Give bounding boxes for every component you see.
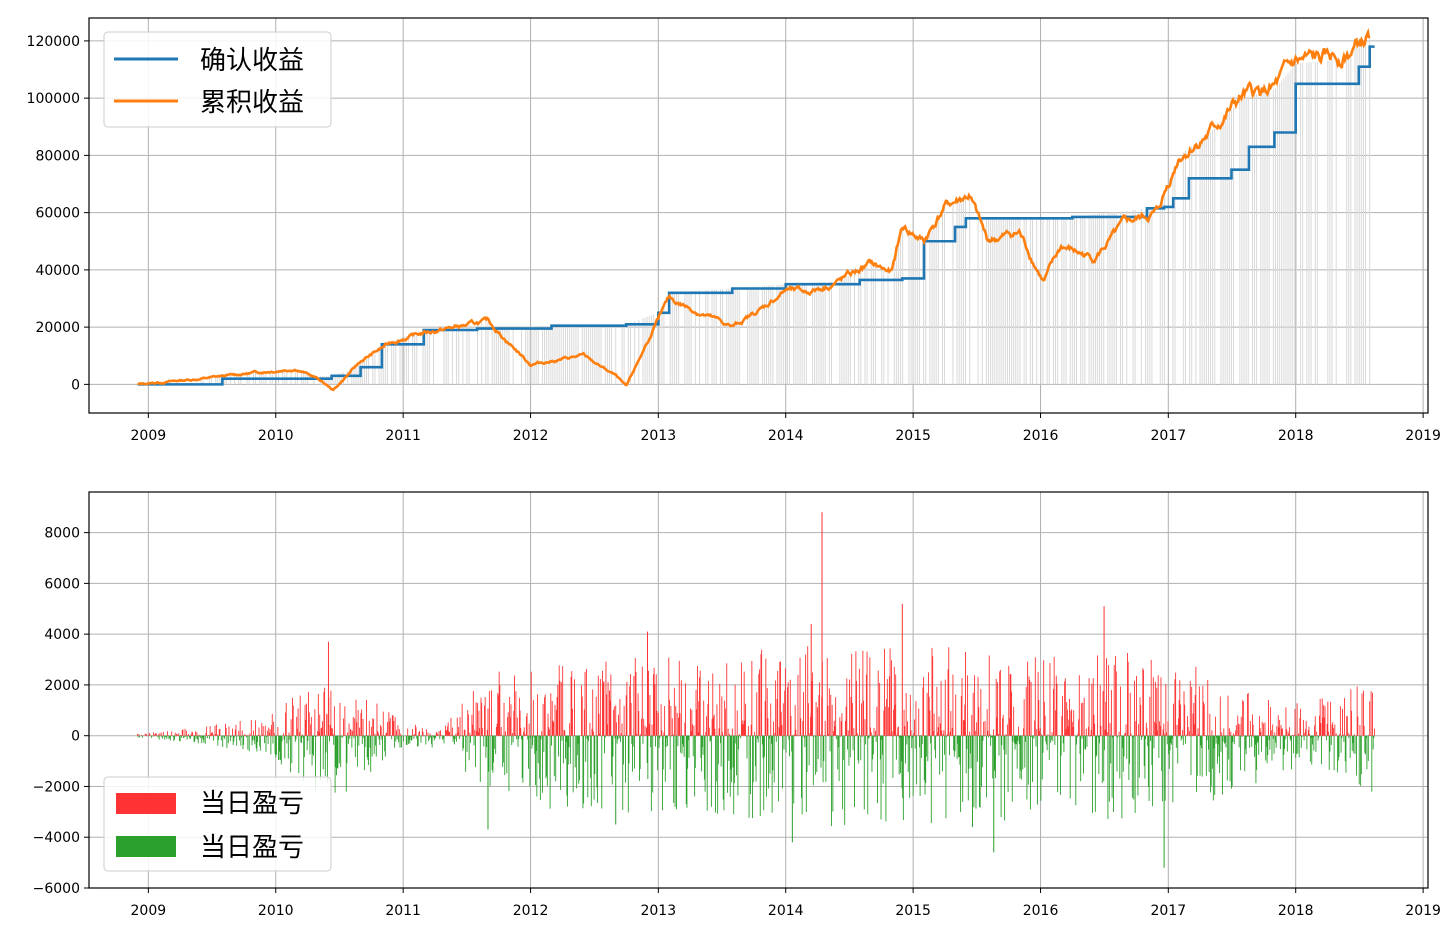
top-legend-box	[103, 31, 332, 128]
bottom-xtick-label: 2011	[385, 903, 421, 919]
top-ytick-label: 120000	[27, 34, 80, 50]
bottom-xtick-label: 2014	[768, 903, 804, 919]
bottom-ytick-label: 6000	[44, 576, 80, 592]
bottom-axes-frame	[88, 491, 1429, 889]
bottom-xtick-label: 2016	[1023, 903, 1059, 919]
top-x-ticks: 2009 2010 2011 2012 2013 2014 2015 2016 2017 2018…	[131, 413, 1441, 444]
top-xtick-label: 2016	[1023, 428, 1059, 444]
top-series-lines	[137, 28, 1375, 392]
bottom-xtick-label: 2015	[895, 903, 931, 919]
top-xtick-label: 2017	[1150, 428, 1186, 444]
bottom-xtick-label: 2017	[1150, 903, 1186, 919]
bottom-y-ticks: −6000 −4000 −2000 0 2000 4000 6000 8000	[33, 526, 89, 897]
top-ytick-label: 80000	[35, 148, 80, 164]
bottom-legend: 当日盈亏 当日盈亏	[103, 776, 332, 872]
bottom-ytick-label: −4000	[33, 830, 80, 846]
legend-label-gain: 当日盈亏	[200, 789, 304, 819]
top-xtick-label: 2014	[768, 428, 804, 444]
bottom-xtick-label: 2010	[258, 903, 294, 919]
top-xtick-label: 2011	[385, 428, 421, 444]
cumulative-return-chart: 2009 2010 2011 2012 2013 2014 2015 2016 2017 2018…	[27, 17, 1441, 444]
legend-label-cumulative: 累积收益	[200, 88, 304, 118]
legend-swatch-gain	[116, 793, 176, 814]
legend-swatch-loss	[116, 836, 176, 857]
top-ytick-label: 20000	[35, 320, 80, 336]
bottom-ytick-label: 2000	[44, 678, 80, 694]
top-xtick-label: 2018	[1278, 428, 1314, 444]
top-xtick-label: 2010	[258, 428, 294, 444]
bottom-ytick-label: 0	[71, 729, 80, 745]
top-y-ticks: 0 20000 40000 60000 80000 100000 120000	[27, 34, 89, 393]
bottom-xtick-label: 2018	[1278, 903, 1314, 919]
legend-label-loss: 当日盈亏	[200, 833, 304, 863]
top-xtick-label: 2013	[640, 428, 676, 444]
bottom-ytick-label: 8000	[44, 526, 80, 542]
top-ytick-label: 100000	[27, 91, 80, 107]
top-xtick-label: 2015	[895, 428, 931, 444]
bottom-ytick-label: −2000	[33, 779, 80, 795]
top-legend: 确认收益 累积收益	[103, 31, 332, 128]
bottom-x-ticks: 2009 2010 2011 2012 2013 2014 2015 2016 2017 2018…	[131, 888, 1441, 919]
bottom-ytick-label: −6000	[33, 881, 80, 897]
top-axes-frame	[88, 17, 1429, 414]
top-xtick-label: 2009	[131, 428, 167, 444]
bottom-xtick-label: 2013	[640, 903, 676, 919]
bottom-xtick-label: 2012	[513, 903, 549, 919]
daily-pnl-bars	[137, 512, 1376, 868]
top-ytick-label: 60000	[35, 206, 80, 222]
top-xtick-label: 2012	[513, 428, 549, 444]
top-xtick-label: 2019	[1405, 428, 1441, 444]
bottom-xtick-label: 2009	[131, 903, 167, 919]
legend-label-confirmed: 确认收益	[200, 46, 304, 76]
series-line-confirmed	[137, 45, 1375, 386]
daily-pnl-chart: 2009 2010 2011 2012 2013 2014 2015 2016 2017 2018…	[33, 491, 1441, 919]
bottom-ytick-label: 4000	[44, 627, 80, 643]
top-ytick-label: 40000	[35, 263, 80, 279]
position-vertical-lines	[200, 38, 1371, 385]
series-line-cumulative	[137, 28, 1371, 392]
bottom-xtick-label: 2019	[1405, 903, 1441, 919]
top-ytick-label: 0	[71, 377, 80, 393]
